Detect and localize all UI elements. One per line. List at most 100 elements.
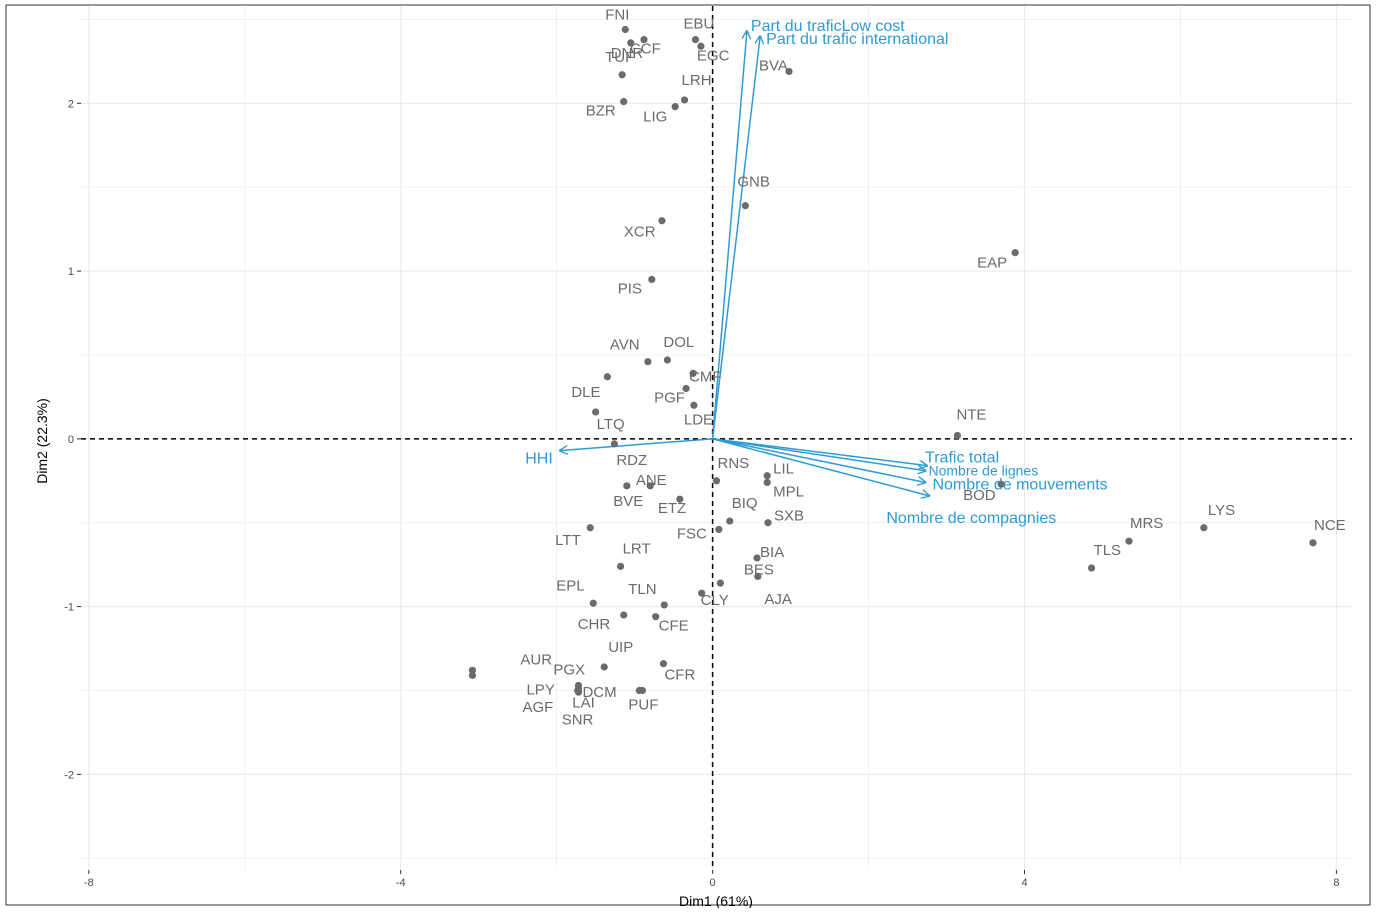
- x-tick-label: 8: [1333, 877, 1339, 889]
- point-label: LAI: [572, 694, 595, 711]
- point-label: FSC: [677, 525, 707, 542]
- data-point: [716, 579, 724, 587]
- point-label: LPY: [526, 681, 554, 698]
- point-label: GNB: [737, 174, 770, 191]
- data-point: [468, 666, 477, 674]
- data-point: [1087, 564, 1096, 572]
- point-label: PGX: [553, 661, 585, 678]
- variable-arrow: [711, 31, 747, 439]
- point-label: LYS: [1208, 502, 1235, 519]
- point-label: PUF: [628, 696, 658, 713]
- data-point: [592, 408, 600, 416]
- data-point: [620, 98, 628, 106]
- point-label: SNR: [562, 711, 594, 728]
- y-tick-label: -1: [64, 602, 74, 614]
- data-point: [603, 373, 611, 381]
- variable-label: HHI: [525, 451, 553, 468]
- data-point: [589, 599, 597, 607]
- point-label: DNR: [611, 45, 644, 62]
- variable-arrow: [711, 36, 761, 439]
- data-point: [753, 554, 761, 562]
- data-point: [671, 103, 679, 111]
- point-label: LTT: [555, 532, 581, 549]
- point-label: DLE: [571, 384, 600, 401]
- data-point: [663, 356, 671, 364]
- point-label: PIS: [618, 280, 642, 297]
- data-point: [621, 25, 629, 34]
- variable-arrow: [560, 438, 713, 451]
- data-point: [680, 96, 689, 104]
- data-point: [682, 384, 690, 393]
- point-label: LTQ: [597, 416, 625, 433]
- variable-label: Nombre de compagnies: [886, 510, 1056, 527]
- y-tick-label: 2: [68, 98, 74, 110]
- point-label: BIA: [760, 544, 784, 561]
- point-label: LIG: [643, 109, 667, 126]
- point-label: EGC: [697, 47, 730, 64]
- point-label: TUF: [605, 49, 634, 66]
- x-tick-label: 0: [710, 877, 716, 889]
- data-point: [953, 431, 962, 440]
- data-point: [1200, 524, 1208, 532]
- data-point: [712, 477, 721, 485]
- point-label: EPL: [556, 577, 584, 594]
- point-label: LDE: [684, 411, 713, 428]
- x-axis-label: Dim1 (61%): [679, 893, 753, 908]
- plot-panel: [80, 5, 1370, 871]
- point-label: UIP: [608, 639, 633, 656]
- data-point: [997, 480, 1005, 488]
- data-point: [754, 572, 762, 581]
- data-point: [785, 67, 793, 76]
- variable-arrow: [712, 438, 926, 483]
- point-label: BOD: [963, 487, 996, 504]
- data-point: [690, 401, 698, 409]
- data-point: [659, 660, 668, 668]
- x-tick-label: 4: [1021, 877, 1027, 889]
- point-label: CFE: [659, 618, 689, 635]
- point-label: CHR: [578, 616, 611, 633]
- plot-frame: [5, 4, 1371, 906]
- grid: [81, 6, 1352, 870]
- data-point: [698, 589, 706, 597]
- point-label: NTE: [956, 406, 986, 423]
- data-point: [618, 71, 626, 79]
- point-label: AJA: [764, 591, 792, 608]
- point-label: MRS: [1130, 515, 1163, 532]
- point-label: CLY: [701, 592, 729, 609]
- data-point: [1011, 249, 1019, 257]
- data-point: [689, 369, 697, 378]
- point-label: AVN: [610, 337, 640, 354]
- y-tick-label: 1: [68, 266, 74, 278]
- point-label: CCF: [630, 41, 661, 58]
- point-label: ANE: [636, 472, 667, 489]
- point-label: LRH: [682, 72, 712, 89]
- variable-label: Part du traficLow cost: [751, 18, 905, 35]
- point-label: RNS: [718, 455, 750, 472]
- x-tick-label: -4: [396, 877, 406, 889]
- data-point: [468, 671, 477, 679]
- point-label: TLS: [1094, 542, 1122, 559]
- point-label: SXB: [774, 508, 804, 525]
- data-point: [1125, 537, 1133, 545]
- point-label: BIQ: [732, 495, 758, 512]
- data-point: [741, 202, 749, 210]
- data-point: [691, 35, 700, 44]
- x-tick-label: -8: [84, 877, 94, 889]
- point-label: CFR: [664, 667, 695, 684]
- point-label: BES: [744, 561, 774, 578]
- point-label: MPL: [773, 483, 804, 500]
- variable-label: Trafic total: [925, 450, 999, 467]
- data-point: [620, 611, 628, 619]
- point-label: DCM: [582, 684, 616, 701]
- point-label: AUR: [520, 651, 552, 668]
- point-label: CMF: [689, 368, 722, 385]
- data-point: [616, 562, 625, 570]
- point-label: LIL: [773, 461, 794, 478]
- axes: -8 -4 0 4 8 -2 -1 0 1 2: [64, 98, 1339, 889]
- point-label: EBU: [683, 16, 714, 33]
- y-tick-label: -2: [64, 769, 74, 781]
- data-point: [574, 686, 582, 695]
- point-label: ETZ: [658, 500, 686, 517]
